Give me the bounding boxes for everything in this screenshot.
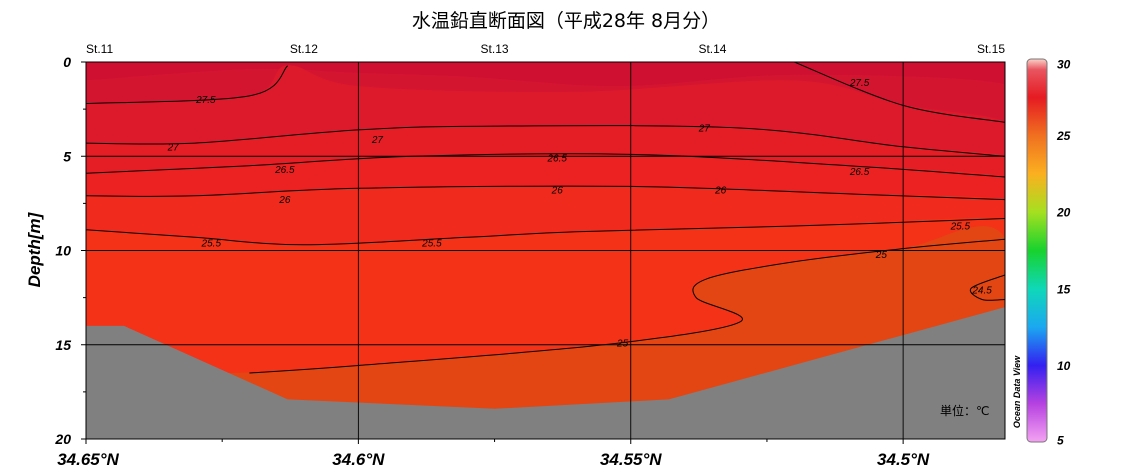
colorbar-scale	[1026, 58, 1048, 443]
contour-label: 26	[714, 186, 727, 197]
contour-line	[86, 65, 288, 104]
x-tick-label: 34.65°N	[57, 450, 119, 469]
contour-labels: 27.5 27.5 27 27 27 26.5 26.5 26.5 26 26 26 25.5 25.5…	[167, 78, 993, 349]
colorbar-tick-label: 20	[1056, 206, 1071, 220]
colorbar-tick-label: 25	[1056, 129, 1071, 143]
contour-line	[86, 153, 1005, 178]
grid	[86, 62, 1005, 439]
colorbar-tick-label: 30	[1057, 58, 1071, 72]
x-axis: 34.65°N 34.6°N 34.55°N 34.5°N	[57, 439, 930, 469]
contour-label: 25.5	[201, 238, 222, 249]
contour-line	[86, 125, 1005, 157]
unit-label: 単位：℃	[940, 403, 989, 418]
contour-label: 25.5	[421, 238, 442, 249]
y-axis: 0 5 10 15 20	[54, 54, 86, 447]
contour-label: 25	[616, 338, 629, 349]
contour-label: 25.5	[950, 221, 971, 232]
contour-lines	[86, 62, 1005, 374]
y-tick-label: 10	[55, 243, 71, 259]
contour-label: 26.5	[546, 154, 567, 165]
seafloor	[86, 307, 1005, 439]
seafloor-area	[86, 307, 1005, 439]
colorbar-tick-label: 10	[1057, 359, 1071, 373]
x-tick-label: 34.6°N	[332, 450, 385, 469]
colorbar-tick-label: 5	[1057, 434, 1064, 448]
y-tick-label: 0	[63, 54, 71, 70]
contour-label: 27	[698, 123, 711, 134]
contour-line	[969, 274, 1005, 301]
contour-label: 26.5	[274, 165, 295, 176]
x-tick-label: 34.5°N	[877, 450, 930, 469]
station-label: St.12	[290, 42, 318, 56]
station-label: St.15	[977, 42, 1005, 56]
colorbar: 5 10 15 20 25 30	[1026, 58, 1071, 448]
contour-line	[794, 62, 1005, 123]
station-label: St.14	[698, 42, 726, 56]
x-tick-label: 34.55°N	[600, 450, 662, 469]
contour-label: 24.5	[971, 286, 992, 297]
chart-title: 水温鉛直断面図（平成28年 8月分）	[411, 10, 721, 32]
contour-label: 27.5	[849, 78, 870, 89]
contour-line	[249, 238, 1005, 374]
y-tick-label: 20	[54, 431, 71, 447]
contour-label: 26	[551, 186, 564, 197]
y-tick-label: 5	[63, 148, 71, 164]
station-labels: St.11 St.12 St.13 St.14 St.15	[86, 42, 1005, 56]
y-axis-label: Depth[m]	[25, 211, 44, 287]
contour-line	[86, 218, 1005, 246]
y-tick-label: 15	[55, 337, 71, 353]
plot-area: 27.5 27.5 27 27 27 26.5 26.5 26.5 26 26 26 25.5 25.5…	[86, 62, 1005, 439]
contour-label: 27	[371, 135, 384, 146]
contour-label: 26.5	[849, 167, 870, 178]
watermark: Ocean Data View	[1012, 355, 1022, 428]
contour-label: 27.5	[195, 95, 216, 106]
contour-label: 27	[167, 142, 180, 153]
station-label: St.13	[481, 42, 509, 56]
temperature-bands	[86, 62, 1005, 439]
colorbar-tick-label: 15	[1057, 282, 1071, 296]
station-label: St.11	[86, 42, 113, 56]
contour-label: 25	[875, 250, 888, 261]
contour-line	[86, 185, 1005, 201]
contour-label: 26	[278, 195, 291, 206]
